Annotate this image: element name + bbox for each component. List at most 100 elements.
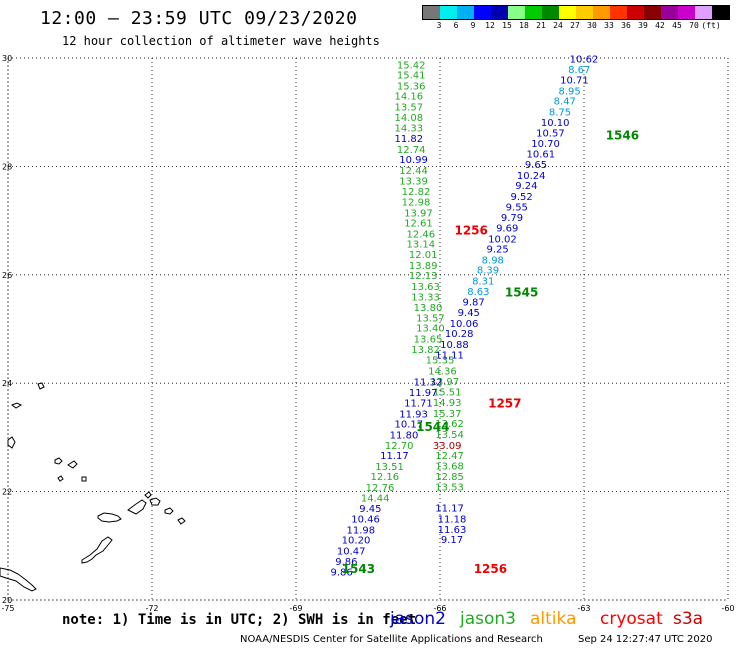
wave-height-label: 15.36: [397, 81, 426, 92]
wave-height-label: 11.97: [409, 388, 438, 399]
wave-height-label: 12.98: [402, 197, 431, 208]
legend-s3a: s3a: [673, 609, 704, 629]
legend-label: 12: [485, 21, 495, 30]
wave-height-label: 13.97: [404, 208, 433, 219]
credit-line: NOAA/NESDIS Center for Satellite Applica…: [240, 634, 543, 645]
legend-swatch: [644, 6, 661, 19]
wave-height-label: 11.18: [438, 514, 467, 525]
island-6: [10, 402, 23, 409]
wave-height-label: 11.32: [414, 377, 443, 388]
legend-label: 27: [570, 21, 580, 30]
legend-swatch: [627, 6, 644, 19]
legend-label: 45: [672, 21, 682, 30]
wave-height-label: 10.70: [531, 139, 560, 150]
wave-height-label: 12.85: [435, 472, 464, 483]
lat-tick-label: 20: [2, 596, 12, 605]
wave-height-label: 12.70: [385, 441, 414, 452]
wave-height-label: 9.86: [330, 568, 352, 579]
wave-height-label: 12.44: [399, 166, 428, 177]
wave-height-label: 9.45: [359, 504, 381, 515]
wave-height-label: 15.41: [397, 71, 426, 82]
wave-height-label: 15.35: [426, 356, 455, 367]
wave-height-label: 8.47: [554, 97, 576, 108]
wave-height-label: 10.61: [526, 150, 555, 161]
island-9: [67, 460, 78, 469]
legend-label: 24: [553, 21, 563, 30]
wave-height-label: 10.02: [488, 234, 517, 245]
legend-cryosat: cryosat: [600, 609, 663, 629]
wave-height-label: 12.76: [366, 483, 395, 494]
wave-height-label: 14.44: [361, 493, 390, 504]
wave-height-label: 8.98: [482, 255, 504, 266]
wave-height-label: 10.06: [450, 319, 479, 330]
axis-ticks: -75 -72 -69 -66 -63 -60 30 28 26 24 22 20: [1, 54, 734, 613]
island-4: [177, 517, 186, 525]
pass-time-label: 1545: [505, 285, 538, 299]
wave-height-label: 14.08: [394, 113, 423, 124]
wave-height-label: 9.87: [462, 298, 484, 309]
legend-swatch: [593, 6, 610, 19]
legend-label: 42: [655, 21, 665, 30]
wave-height-label: 12.47: [435, 451, 464, 462]
wave-height-label: 13.65: [414, 335, 443, 346]
wave-height-label: 33.09: [433, 441, 462, 452]
wave-height-label: 15.51: [433, 388, 462, 399]
wave-height-label: 13.68: [435, 461, 464, 472]
wave-height-label: 8.67: [568, 65, 590, 76]
wave-height-label: 14.93: [433, 398, 462, 409]
wave-height-label: 13.53: [435, 483, 464, 494]
legend-swatch: [457, 6, 474, 19]
wave-height-label: 10.62: [570, 54, 599, 65]
island-2: [149, 497, 161, 506]
wave-height-label: 13.33: [411, 292, 440, 303]
wave-height-label: 8.31: [472, 277, 494, 288]
legend-label: 6: [453, 21, 459, 30]
lon-tick-label: -72: [145, 604, 158, 613]
wave-height-label: 14.16: [394, 92, 423, 103]
wave-height-label: 12.01: [409, 250, 438, 261]
legend-swatch: [474, 6, 491, 19]
legend-swatch: [491, 6, 508, 19]
color-legend: 3 6 9 12 15 18 21 24 27 30 33 36 39 42 45 70 (ft): [422, 5, 730, 32]
wave-height-label: 11.17: [435, 504, 464, 515]
wave-height-label: 8.39: [477, 266, 499, 277]
cuba-coast: [0, 567, 37, 592]
wave-height-label: 12.46: [406, 229, 435, 240]
lat-tick-label: 24: [2, 379, 12, 388]
legend-swatch: [508, 6, 525, 19]
wave-height-label: 15.37: [433, 409, 462, 420]
generation-timestamp: Sep 24 12:27:47 UTC 2020: [578, 634, 713, 645]
legend-swatch: [440, 6, 457, 19]
legend-swatch: [678, 6, 695, 19]
wave-height-label: 13.39: [399, 176, 428, 187]
pass-time-label: 1256: [474, 562, 507, 576]
legend-label: 36: [621, 21, 631, 30]
wave-height-label: 9.69: [496, 223, 518, 234]
wave-height-label: 13.54: [435, 430, 464, 441]
wave-height-label: 13.82: [411, 345, 440, 356]
wave-height-label: 8.95: [558, 86, 580, 97]
legend-label: 9: [470, 21, 476, 30]
lon-tick-label: -69: [289, 604, 302, 613]
wave-height-label: 13.40: [416, 324, 445, 335]
legend-label: 15: [502, 21, 512, 30]
wave-height-label: 13.14: [406, 240, 435, 251]
wave-height-label: 14.33: [394, 124, 423, 135]
wave-height-label: 10.71: [560, 75, 589, 86]
wave-height-label: 10.28: [445, 329, 474, 340]
puerto-rico-coast: [97, 512, 122, 523]
legend-label: (ft): [701, 21, 721, 30]
wave-height-label: 12.82: [402, 187, 431, 198]
legend-color-bar: [422, 5, 730, 20]
wave-height-label: 9.24: [515, 181, 537, 192]
wave-height-label: 9.52: [510, 192, 532, 203]
island-7: [37, 382, 45, 390]
pass-time-label: 1257: [488, 397, 521, 411]
lat-tick-label: 22: [2, 488, 12, 497]
coastline: [0, 382, 186, 592]
lat-tick-label: 30: [2, 54, 12, 63]
legend-labels: 3 6 9 12 15 18 21 24 27 30 33 36 39 42 45 70 (ft): [422, 20, 730, 32]
footer-note: note: 1) Time is in UTC; 2) SWH is in fe…: [62, 612, 417, 628]
wave-height-label: 8.63: [467, 287, 489, 298]
island-8: [54, 457, 63, 465]
